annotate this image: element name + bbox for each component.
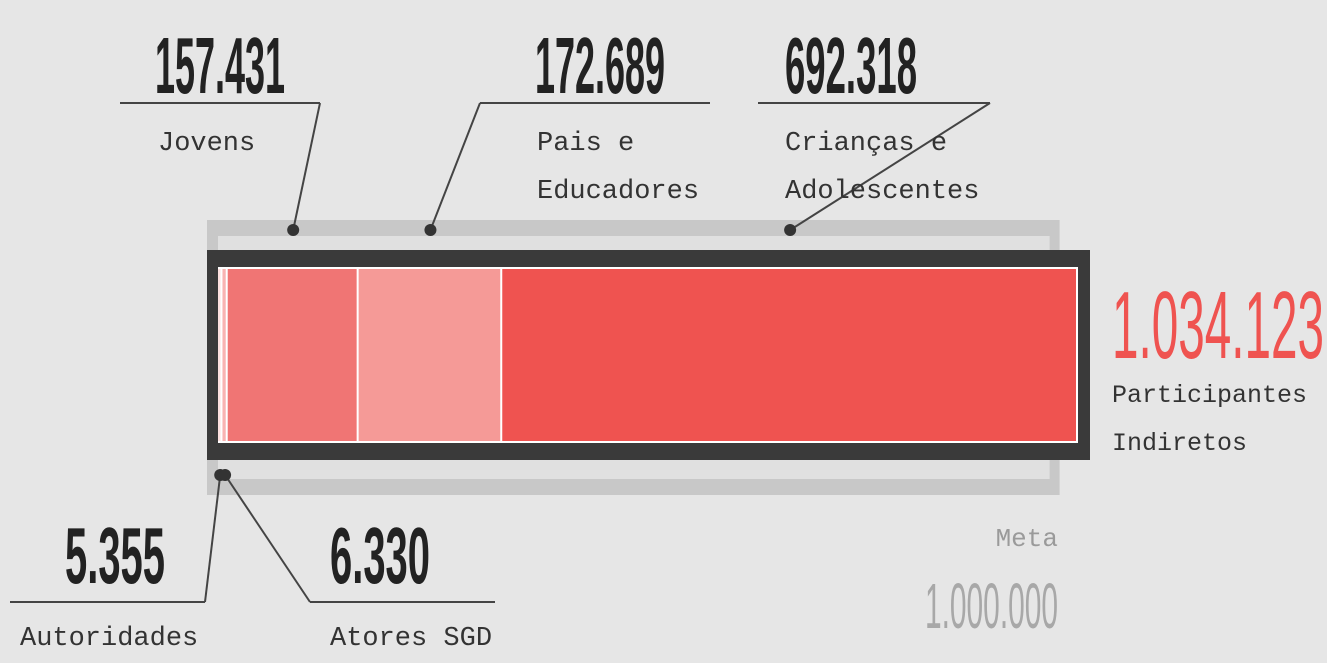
bar-segment (218, 269, 221, 441)
segment-value-label: 157.431 (155, 21, 285, 110)
bar-segment (227, 269, 357, 441)
segment-name: Crianças e Adolescentes (785, 129, 980, 207)
segment-value-label: 692.318 (785, 21, 917, 110)
leader-dot (219, 469, 232, 481)
leader-dot (287, 224, 300, 236)
leader-line (292, 102, 321, 231)
leader-line (204, 474, 222, 603)
segment-name: Jovens (158, 129, 256, 159)
bar-segment (222, 269, 226, 441)
leader-line (429, 102, 481, 231)
segment-value-label: 5.355 (65, 511, 165, 600)
segment-value-label: 6.330 (330, 511, 430, 600)
bar-segment (358, 269, 501, 441)
segment-value-label: 172.689 (535, 21, 665, 110)
segment-name: Pais e Educadores (537, 129, 700, 207)
segment-name: Autoridades (20, 624, 199, 654)
meta-value: 1.000.000 (925, 570, 1058, 642)
leader-dot (424, 224, 437, 236)
total-caption: Participantes Indiretos (1112, 381, 1308, 458)
total-value: 1.034.123 (1112, 272, 1324, 379)
leader-line (224, 474, 311, 603)
meta-caption: Meta (996, 524, 1058, 554)
segment-name: Atores SGD (330, 624, 493, 654)
leader-line (789, 102, 991, 231)
leader-dot (784, 224, 797, 236)
bar-segment (502, 269, 1076, 441)
